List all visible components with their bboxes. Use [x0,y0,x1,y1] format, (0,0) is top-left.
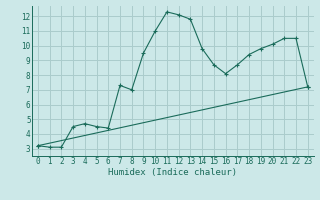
X-axis label: Humidex (Indice chaleur): Humidex (Indice chaleur) [108,168,237,177]
